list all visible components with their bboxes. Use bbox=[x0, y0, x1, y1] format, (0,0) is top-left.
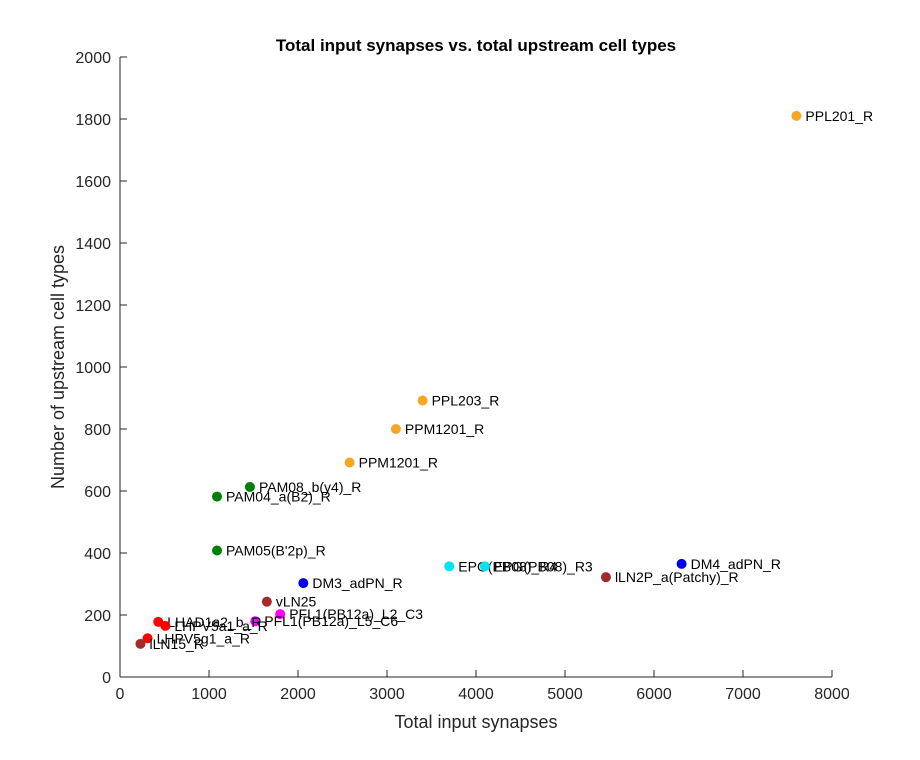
data-point bbox=[212, 491, 223, 502]
point-label: PPM1201_R bbox=[405, 421, 484, 437]
point-label: lLN15_R bbox=[149, 636, 203, 652]
data-point bbox=[275, 609, 286, 620]
y-tick-label: 1200 bbox=[75, 298, 111, 315]
x-tick-label: 1000 bbox=[191, 686, 227, 703]
y-tick-label: 600 bbox=[84, 484, 111, 501]
x-tick-label: 6000 bbox=[636, 686, 672, 703]
x-tick-label: 3000 bbox=[369, 686, 405, 703]
data-point bbox=[390, 424, 401, 434]
data-point bbox=[250, 616, 261, 627]
data-point bbox=[135, 638, 146, 649]
x-axis-label: Total input synapses bbox=[394, 712, 557, 732]
x-tick-label: 2000 bbox=[280, 686, 316, 703]
y-tick-label: 2000 bbox=[75, 50, 111, 67]
x-tick-label: 7000 bbox=[725, 686, 761, 703]
x-axis-ticks: 0 1000 2000 3000 4000 5000 6000 7000 8000 bbox=[116, 670, 850, 703]
point-label: LHPV5g1_a_R bbox=[157, 630, 250, 646]
point-label: PFL1(PB12a)_L2_C3 bbox=[289, 606, 423, 622]
data-point bbox=[212, 545, 223, 556]
y-tick-label: 0 bbox=[102, 670, 111, 687]
x-tick-label: 4000 bbox=[458, 686, 494, 703]
data-point bbox=[298, 578, 309, 589]
data-point bbox=[244, 481, 255, 492]
y-tick-label: 200 bbox=[84, 608, 111, 625]
point-label: lLN2P_a(Patchy)_R bbox=[615, 569, 739, 585]
point-label: PPM1201_R bbox=[359, 454, 438, 470]
point-label: PAM04_a(B2)_R bbox=[226, 489, 331, 505]
point-label: DM4_adPN_R bbox=[691, 556, 781, 572]
y-tick-label: 1600 bbox=[75, 174, 111, 191]
data-point bbox=[261, 596, 272, 607]
point-label: LHPV5a1_a_R bbox=[174, 618, 267, 634]
data-points: PPL201_R PPL203_R PPM1201_R PPM1201_R PAM08_… bbox=[135, 108, 873, 652]
x-tick-label: 5000 bbox=[547, 686, 583, 703]
point-label: PFL1(PB12a)_L5_C6 bbox=[264, 613, 398, 629]
data-point bbox=[142, 633, 153, 644]
point-label: PPL201_R bbox=[805, 108, 873, 124]
data-point bbox=[791, 110, 802, 121]
point-label: PPL203_R bbox=[432, 392, 500, 408]
y-tick-label: 800 bbox=[84, 422, 111, 439]
y-axis-ticks: 0 200 400 600 800 1000 1200 1400 1600 1800 2000 bbox=[75, 50, 127, 687]
data-point bbox=[344, 457, 355, 468]
y-tick-label: 1800 bbox=[75, 112, 111, 129]
point-label: DM3_adPN_R bbox=[312, 575, 402, 591]
point-label: vLN25 bbox=[276, 594, 317, 610]
y-tick-label: 400 bbox=[84, 546, 111, 563]
x-tick-label: 8000 bbox=[814, 686, 850, 703]
y-axis-label: Number of upstream cell types bbox=[48, 245, 68, 489]
data-point bbox=[479, 561, 490, 572]
point-label: LHAD1a2_b_R bbox=[167, 614, 261, 630]
plot-area bbox=[120, 57, 832, 677]
point-label: EPG(PB08)_R3 bbox=[494, 558, 593, 574]
y-tick-label: 1000 bbox=[75, 360, 111, 377]
data-point bbox=[444, 561, 455, 572]
data-point bbox=[417, 395, 428, 406]
y-tick-label: 1400 bbox=[75, 236, 111, 253]
point-label: PAM05(B'2p)_R bbox=[226, 543, 326, 559]
x-tick-label: 0 bbox=[116, 686, 125, 703]
data-point bbox=[676, 558, 687, 569]
data-point bbox=[160, 620, 171, 631]
chart-title: Total input synapses vs. total upstream … bbox=[276, 36, 676, 55]
data-point bbox=[600, 572, 611, 583]
point-label: PAM08_b(y4)_R bbox=[259, 479, 361, 495]
